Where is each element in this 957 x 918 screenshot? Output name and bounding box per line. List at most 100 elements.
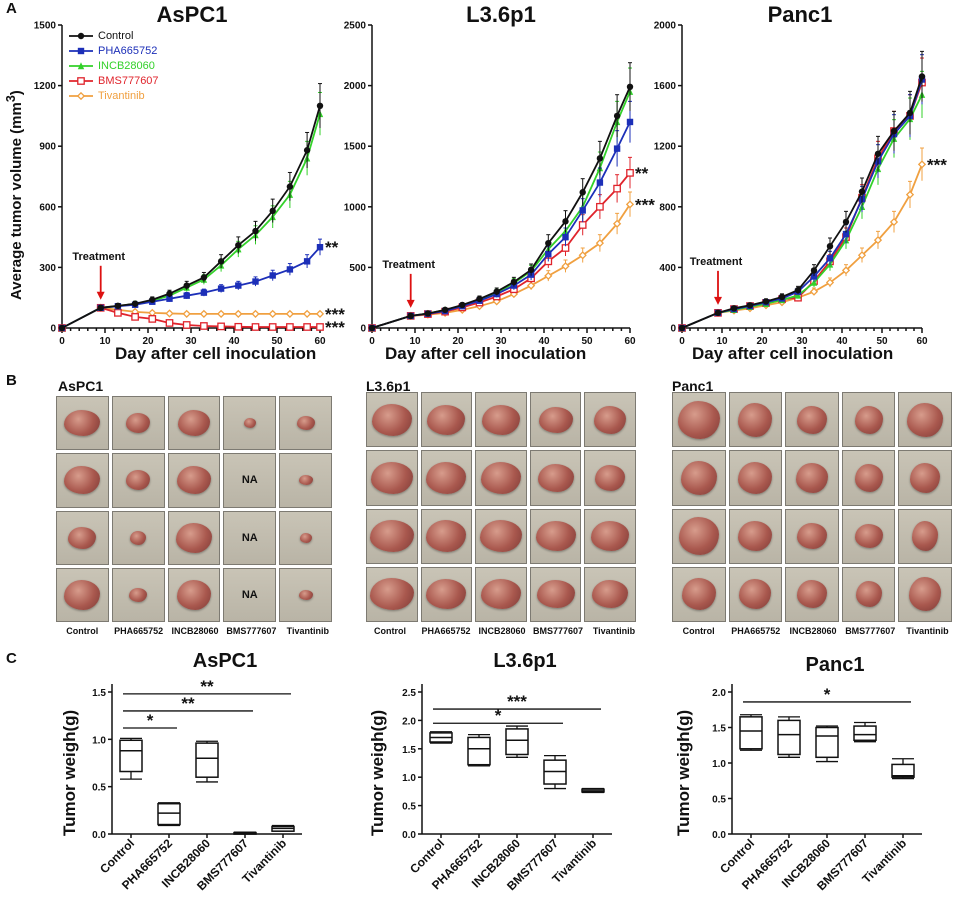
tumor-image bbox=[370, 461, 413, 494]
box-chart-l36p1: 0.00.51.01.52.02.5ControlPHA665752INCB28… bbox=[402, 684, 612, 893]
data-point-tivantinib bbox=[809, 287, 819, 296]
tumor-photo-cell bbox=[672, 450, 726, 506]
tumor-photo-cell bbox=[898, 450, 952, 506]
tumor-photo-cell bbox=[672, 508, 726, 564]
data-point-control bbox=[183, 282, 190, 289]
box-y-tick-label: 1.0 bbox=[712, 759, 726, 770]
tumor-photo-cell bbox=[366, 392, 418, 448]
data-point-tivantinib bbox=[544, 271, 553, 281]
data-point-bms777607 bbox=[148, 315, 157, 323]
tumor-photo-cell bbox=[167, 567, 221, 622]
x-tick-label: 60 bbox=[916, 336, 928, 347]
data-point-bms777607 bbox=[182, 321, 191, 329]
photo-labels-panc1: Control PHA665752 INCB28060 BMS777607 Tivant… bbox=[670, 626, 956, 636]
data-point-tivantinib bbox=[625, 200, 635, 209]
box-body bbox=[119, 739, 143, 773]
legend-item-control: Control bbox=[68, 28, 159, 43]
box-body bbox=[739, 716, 763, 750]
data-point-control bbox=[626, 83, 634, 91]
photo-column-label: Control bbox=[66, 626, 99, 636]
y-tick-label: 2500 bbox=[344, 21, 367, 32]
photo-column-label: INCB28060 bbox=[478, 626, 526, 636]
tumor-photo-cell bbox=[420, 450, 473, 506]
tumor-image bbox=[298, 589, 313, 600]
tumor-photo-cell bbox=[841, 392, 896, 448]
tumor-image bbox=[594, 405, 627, 434]
tumor-image bbox=[855, 581, 882, 608]
significance-marker: ** bbox=[181, 694, 195, 713]
data-point-control bbox=[746, 302, 754, 309]
box-y-tick-label: 0.5 bbox=[402, 802, 416, 813]
tumor-image bbox=[854, 524, 883, 549]
legend-item-bms777607: BMS777607 bbox=[68, 73, 159, 88]
photo-grid-aspc1: NA NA NA bbox=[56, 396, 332, 622]
data-point-control bbox=[810, 267, 818, 274]
tumor-image bbox=[681, 578, 716, 611]
tumor-image bbox=[176, 579, 211, 610]
tumor-image bbox=[426, 520, 467, 553]
box-y-tick-label: 0.5 bbox=[92, 783, 106, 794]
tumor-image bbox=[680, 460, 717, 495]
legend-swatch bbox=[69, 32, 93, 39]
tumor-photo-cell bbox=[898, 566, 952, 622]
box-body bbox=[157, 802, 181, 826]
box-chart-panc1: 0.00.51.01.52.0ControlPHA665752INCB28060… bbox=[712, 684, 922, 893]
data-point-bms777607 bbox=[578, 221, 587, 229]
x-tick-label: 0 bbox=[679, 336, 685, 347]
tumor-photo-cell bbox=[898, 508, 952, 564]
data-point-control bbox=[441, 306, 449, 314]
data-point-control bbox=[217, 258, 225, 265]
data-point-control bbox=[874, 150, 882, 157]
x-tick-label: 0 bbox=[59, 336, 65, 347]
tumor-image bbox=[64, 579, 101, 610]
box-y-tick-label: 0.0 bbox=[402, 830, 416, 841]
data-point-tivantinib bbox=[889, 217, 899, 227]
legend-label: BMS777607 bbox=[98, 74, 159, 87]
photo-column-label: INCB28060 bbox=[789, 626, 837, 636]
data-point-pha665752 bbox=[596, 179, 604, 186]
panel-letter-c: C bbox=[6, 650, 17, 667]
photo-column-label: PHA665752 bbox=[114, 626, 164, 636]
tumor-image bbox=[64, 410, 101, 437]
x-tick-label: 60 bbox=[624, 336, 636, 347]
tumor-image bbox=[126, 470, 151, 491]
legend-label: INCB28060 bbox=[98, 59, 155, 72]
legend-swatch bbox=[69, 61, 93, 69]
tumor-image bbox=[427, 404, 466, 435]
data-point-pha665752 bbox=[545, 250, 552, 258]
y-tick-label: 800 bbox=[659, 202, 676, 213]
data-point-tivantinib bbox=[268, 309, 277, 318]
tumor-image bbox=[129, 587, 148, 602]
box-y-tick-label: 1.0 bbox=[402, 773, 416, 784]
y-tick-label: 1000 bbox=[344, 202, 367, 213]
data-point-pha665752 bbox=[562, 233, 569, 241]
data-point-bms777607 bbox=[613, 184, 621, 193]
significance-marker: * bbox=[824, 685, 831, 704]
box-body bbox=[777, 719, 801, 756]
box-y-tick-label: 0.0 bbox=[92, 830, 106, 841]
y-tick-label: 500 bbox=[349, 263, 366, 274]
y-tick-label: 1200 bbox=[34, 81, 57, 92]
tumor-image bbox=[739, 579, 772, 610]
box-y-tick-label: 2.0 bbox=[402, 716, 416, 727]
tumor-photo-cell bbox=[728, 450, 783, 506]
legend-swatch bbox=[69, 76, 93, 85]
data-point-incb28060 bbox=[810, 278, 818, 286]
data-point-tivantinib bbox=[165, 309, 174, 318]
photo-group-title-panc1: Panc1 bbox=[672, 378, 714, 394]
box-body bbox=[195, 742, 219, 778]
tumor-image bbox=[480, 461, 521, 494]
tumor-image bbox=[243, 418, 256, 429]
xlabel-panc1: Day after cell inoculation bbox=[692, 344, 894, 363]
x-tick-label: 50 bbox=[876, 336, 888, 347]
legend-swatch-marker bbox=[77, 32, 85, 39]
data-point-bms777607 bbox=[596, 202, 604, 211]
tumor-image bbox=[369, 520, 414, 553]
data-point-control bbox=[476, 295, 483, 303]
legend-label: Tivantinib bbox=[98, 89, 145, 102]
photo-column-label: Control bbox=[374, 626, 406, 636]
data-point-tivantinib bbox=[285, 309, 295, 318]
data-point-tivantinib bbox=[841, 266, 851, 275]
box-ylabel-panc1: Tumor weigh(g) bbox=[674, 709, 693, 836]
photo-column-label: BMS777607 bbox=[845, 626, 896, 636]
